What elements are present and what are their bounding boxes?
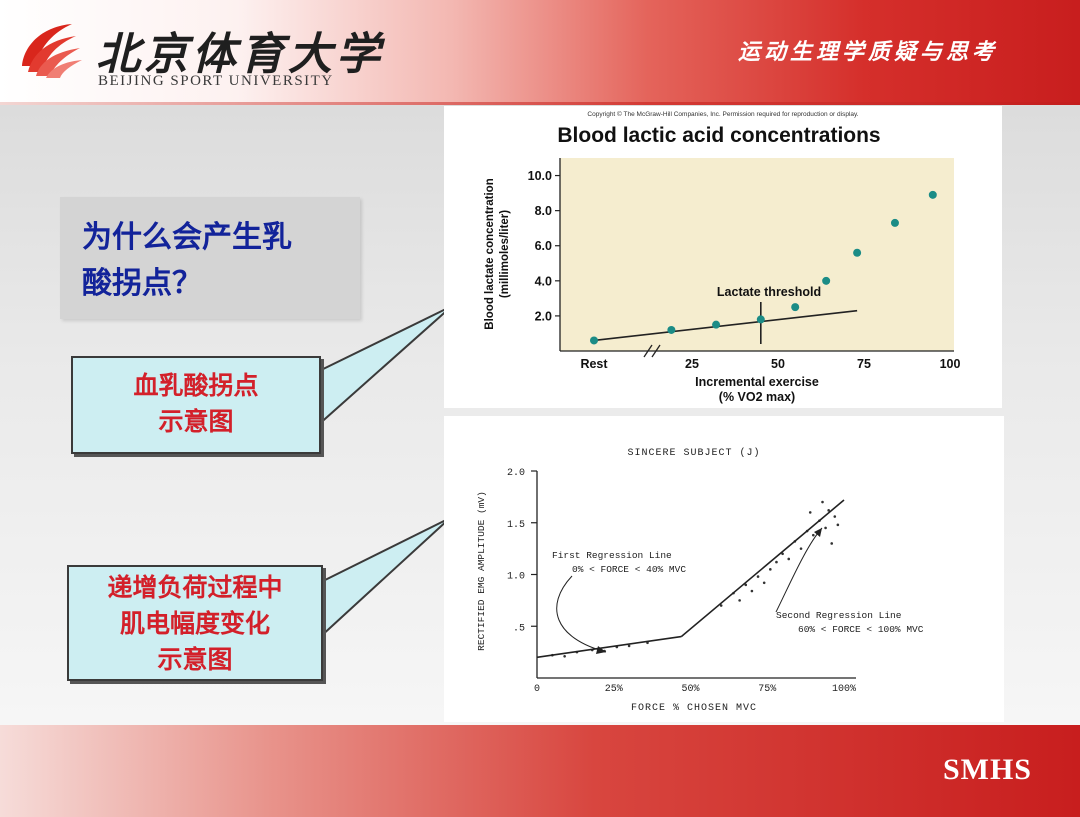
callout-lactate-threshold: 血乳酸拐点 示意图 xyxy=(71,356,321,454)
chart2-y-tick-label: 1.0 xyxy=(507,572,525,583)
university-logo-icon xyxy=(22,24,82,78)
footer-bar: SMHS xyxy=(0,725,1080,817)
chart2-data-point xyxy=(824,526,827,530)
callout2-line-3: 示意图 xyxy=(157,645,233,674)
chart1-x-tick-label: 100 xyxy=(940,357,961,371)
chart2-y-tick-label: 1.5 xyxy=(507,520,525,531)
chart2-first-regression-range: 0% < FORCE < 40% MVC xyxy=(572,564,686,575)
chart1-data-point xyxy=(853,248,862,257)
chart2-data-point xyxy=(738,599,741,602)
question-line-2: 酸拐点？ xyxy=(82,266,202,301)
chart1-data-point xyxy=(667,325,676,334)
chart2-data-point xyxy=(821,500,824,504)
question-line-1: 为什么会产生乳 xyxy=(82,220,292,255)
question-box: 为什么会产生乳 酸拐点？ xyxy=(60,197,360,319)
chart2-second-regression-label: Second Regression Line xyxy=(776,610,902,621)
chart2-data-point xyxy=(627,644,631,648)
chart1-data-point xyxy=(791,303,800,312)
chart1-x-tick-label: Rest xyxy=(580,357,608,371)
chart2-first-regression-arrow xyxy=(556,575,607,653)
chart2-first-regression-label: First Regression Line xyxy=(552,550,672,561)
callout2-pointer xyxy=(318,517,451,641)
chart1-data-point xyxy=(822,276,831,285)
chart2-x-tick-label: 100% xyxy=(832,684,856,695)
chart1-data-point xyxy=(590,336,598,345)
chart1-y-tick-label: 2.0 xyxy=(535,309,552,323)
chart2-data-point xyxy=(812,533,815,537)
chart1-y-tick-label: 8.0 xyxy=(535,204,552,218)
callout2-line-2: 肌电幅度变化 xyxy=(119,609,270,638)
chart1-y-tick-label: 6.0 xyxy=(535,239,552,253)
header-divider xyxy=(0,102,1080,105)
chart1-copyright: Copyright © The McGraw-Hill Companies, I… xyxy=(587,110,858,118)
chart2-data-point xyxy=(827,509,830,512)
question-text: 为什么会产生乳 酸拐点？ xyxy=(82,215,352,307)
chart2-y-tick-label: 2.0 xyxy=(507,468,525,479)
chart2-data-point xyxy=(756,575,760,578)
chart1-x-tick-label: 50 xyxy=(771,357,785,371)
chart2-data-point xyxy=(833,515,837,518)
chart2-x-tick-label: 50% xyxy=(681,684,699,695)
chart1-xlabel-line-1: Incremental exercise xyxy=(695,375,819,389)
chart1-data-point xyxy=(756,315,765,324)
chart1-data-point xyxy=(928,190,937,199)
chart2-data-point xyxy=(799,547,803,550)
chart2-data-point xyxy=(787,557,791,561)
header-bar: 北京体育大学 BEIJING SPORT UNIVERSITY 运动生理学质疑与… xyxy=(0,0,1080,102)
chart2-data-point xyxy=(762,581,766,585)
chart2-second-regression-arrowhead xyxy=(814,528,822,537)
chart2-first-regression-arrowhead xyxy=(596,646,606,654)
chart2-data-point xyxy=(781,552,784,556)
chart2-x-tick-label: 0 xyxy=(534,684,540,695)
chart2-xlabel: FORCE % CHOSEN MVC xyxy=(631,703,757,714)
chart2-second-regression-line xyxy=(680,499,845,638)
chart1-axis-break xyxy=(643,344,661,358)
chart2-title: SINCERE SUBJECT (J) xyxy=(627,447,760,459)
callout2-line-1: 递增负荷过程中 xyxy=(107,573,283,602)
chart2-second-regression-range: 60% < FORCE < 100% MVC xyxy=(798,624,924,635)
chart1-ylabel-line-1: Blood lactate concentration xyxy=(484,178,496,329)
emg-chart-panel: SINCERE SUBJECT (J) .5 1.0 1.5 2.0 0 25% 50% 7… xyxy=(444,416,1004,722)
chart2-data-point xyxy=(563,654,566,658)
chart2-data-point xyxy=(808,511,812,514)
slide-header-title: 运动生理学质疑与思考 xyxy=(737,39,998,65)
chart1-data-point xyxy=(712,320,721,329)
chart2-data-point xyxy=(769,568,772,571)
chart2-second-regression-arrow xyxy=(775,527,823,613)
chart2-data-point xyxy=(750,589,754,593)
chart2-ylabel: RECTIFIED EMG AMPLITUDE (mV) xyxy=(476,491,487,651)
chart1-y-tick-label: 10.0 xyxy=(528,169,552,183)
chart2-x-tick-label: 25% xyxy=(605,684,623,695)
chart1-ylabel-line-2: (millimoles/liter) xyxy=(499,210,511,298)
chart1-y-tick-label: 4.0 xyxy=(535,274,552,288)
chart1-x-tick-label: 25 xyxy=(685,357,699,371)
logo-chinese-name: 北京体育大学 xyxy=(96,29,384,80)
chart2-y-tick-label: .5 xyxy=(513,623,525,634)
chart2-x-tick-label: 75% xyxy=(758,684,776,695)
chart2-data-point xyxy=(775,560,778,564)
callout1-pointer xyxy=(316,305,453,429)
chart1-annotation: Lactate threshold xyxy=(717,285,821,299)
lactate-chart: Copyright © The McGraw-Hill Companies, I… xyxy=(484,110,961,404)
callout-emg-amplitude: 递增负荷过程中 肌电幅度变化 示意图 xyxy=(67,565,323,681)
chart1-xlabel-line-2: (% VO2 max) xyxy=(719,390,795,404)
chart2-data-point xyxy=(830,542,834,545)
chart1-x-tick-label: 75 xyxy=(857,357,871,371)
chart2-data-point xyxy=(744,583,748,587)
chart2-first-regression-line xyxy=(536,635,682,659)
chart2-data-point xyxy=(836,523,840,527)
callout1-line-2: 示意图 xyxy=(158,407,234,436)
chart2-data-point xyxy=(719,604,723,607)
chart1-trend-line xyxy=(593,309,858,342)
emg-chart: SINCERE SUBJECT (J) .5 1.0 1.5 2.0 0 25% 50% 7… xyxy=(476,447,924,714)
callout1-line-1: 血乳酸拐点 xyxy=(133,371,259,400)
chart1-title: Blood lactic acid concentrations xyxy=(557,124,880,147)
lactate-chart-panel: Copyright © The McGraw-Hill Companies, I… xyxy=(444,106,1002,408)
footer-label: SMHS xyxy=(942,753,1032,786)
logo-english-name: BEIJING SPORT UNIVERSITY xyxy=(98,73,334,89)
chart1-data-point xyxy=(890,218,899,227)
